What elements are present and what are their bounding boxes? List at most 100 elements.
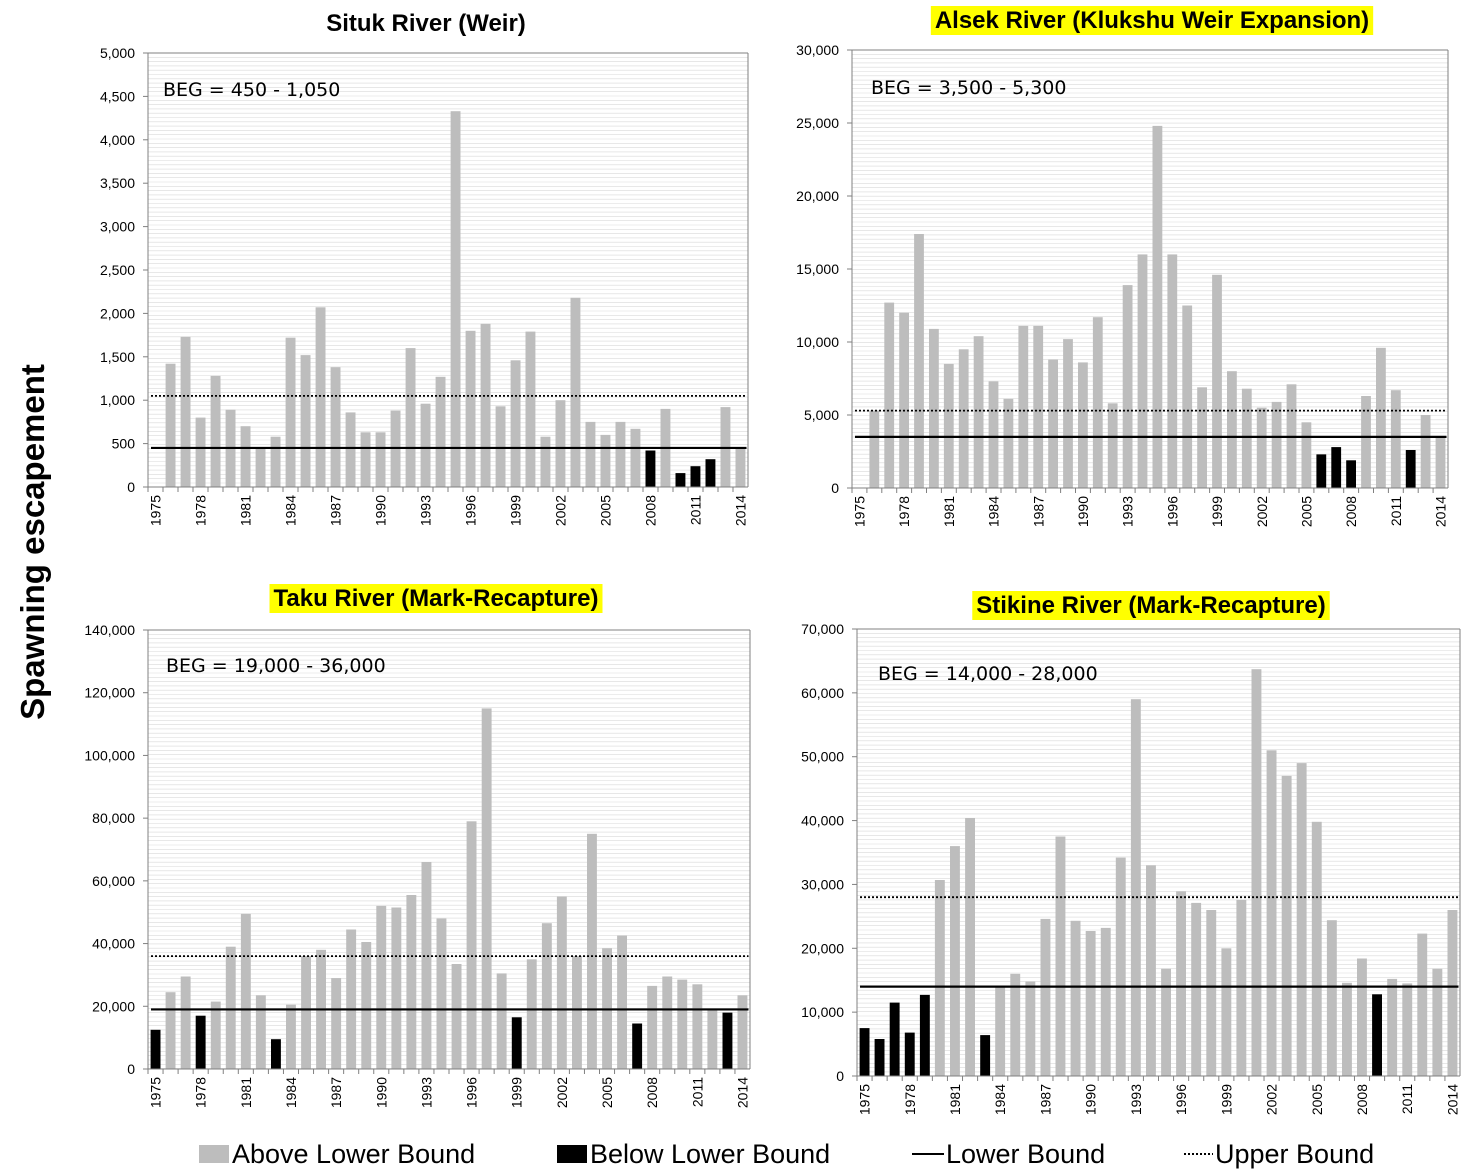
x-tick-label: 1993 — [418, 1077, 434, 1108]
bar-below-lower-bound — [645, 450, 656, 487]
bar-above-lower-bound — [1271, 401, 1282, 488]
x-tick-label: 1990 — [1075, 496, 1091, 527]
y-tick-label: 0 — [127, 1061, 135, 1077]
bar-above-lower-bound — [361, 942, 372, 1069]
bar-above-lower-bound — [1182, 305, 1193, 488]
chart-title-group: Situk River (Weir) — [326, 10, 526, 37]
y-tick-label: 3,000 — [100, 219, 135, 235]
x-tick-label: 2011 — [1399, 1084, 1415, 1114]
y-axis-label: Spawning escapement — [14, 364, 51, 720]
x-tick-label: 2014 — [1445, 1084, 1461, 1115]
bar-above-lower-bound — [1191, 902, 1202, 1076]
bar-above-lower-bound — [1311, 821, 1322, 1076]
bar-above-lower-bound — [1063, 339, 1073, 488]
bar-above-lower-bound — [1107, 403, 1118, 488]
legend-swatch-above — [199, 1145, 229, 1163]
y-tick-label: 70,000 — [801, 621, 844, 637]
bar-above-lower-bound — [1241, 388, 1252, 488]
chart-title: Taku River (Mark-Recapture) — [274, 585, 599, 612]
bar-above-lower-bound — [555, 400, 566, 487]
x-tick-label: 2002 — [554, 1077, 570, 1108]
bar-above-lower-bound — [450, 111, 461, 487]
y-tick-label: 5,000 — [804, 407, 839, 423]
bar-below-lower-bound — [511, 1017, 522, 1069]
x-tick-label: 2014 — [735, 1077, 751, 1108]
x-tick-label: 1990 — [373, 1077, 389, 1108]
y-tick-label: 80,000 — [92, 810, 135, 826]
bar-above-lower-bound — [495, 406, 506, 487]
bar-above-lower-bound — [707, 1009, 718, 1069]
bar-above-lower-bound — [1146, 865, 1156, 1076]
y-tick-label: 4,000 — [100, 132, 135, 148]
bar-above-lower-bound — [1078, 362, 1088, 488]
y-tick-label: 20,000 — [796, 188, 839, 204]
y-tick-label: 3,500 — [100, 175, 135, 191]
y-tick-label: 20,000 — [801, 940, 844, 956]
legend-swatch-below — [557, 1145, 587, 1163]
beg-annotation: BEG = 14,000 - 28,000 — [878, 663, 1098, 685]
chart-taku: 0 20,000 40,000 60,000 80,000 100,000 120,000 1… — [84, 584, 751, 1108]
bar-above-lower-bound — [391, 907, 402, 1069]
bar-above-lower-bound — [406, 895, 417, 1069]
chart-stikine: 0 10,000 20,000 30,000 40,000 50,000 60,000 70,… — [801, 591, 1461, 1115]
x-tick-label: 1996 — [1164, 496, 1180, 527]
bar-above-lower-bound — [1376, 347, 1386, 488]
bar-above-lower-bound — [376, 905, 387, 1069]
bar-above-lower-bound — [965, 818, 975, 1076]
bar-above-lower-bound — [1100, 927, 1111, 1076]
y-tick-label: 25,000 — [796, 115, 839, 131]
x-tick-label: 1990 — [373, 495, 389, 526]
y-tick-label: 30,000 — [796, 42, 839, 58]
x-tick-label: 1984 — [992, 1084, 1008, 1115]
chart-title-group: Stikine River (Mark-Recapture) — [972, 591, 1330, 620]
plot-area-grid — [148, 52, 748, 484]
x-tick-label: 1993 — [418, 495, 434, 526]
y-tick-label: 40,000 — [92, 936, 135, 952]
bar-above-lower-bound — [240, 426, 251, 487]
title-highlight — [269, 584, 603, 613]
y-tick-label: 40,000 — [801, 813, 844, 829]
bar-above-lower-bound — [1227, 371, 1237, 488]
x-tick-label: 1999 — [1218, 1084, 1234, 1115]
bar-below-lower-bound — [1316, 454, 1327, 488]
x-tick-label: 1975 — [857, 1084, 873, 1115]
bar-above-lower-bound — [1176, 891, 1186, 1076]
x-tick-label: 1996 — [464, 1077, 480, 1108]
bar-above-lower-bound — [1167, 254, 1178, 488]
x-tick-label: 1981 — [947, 1084, 963, 1115]
plot-area-grid — [857, 628, 1460, 1073]
x-tick-label: 1978 — [896, 496, 912, 527]
bar-above-lower-bound — [1010, 973, 1021, 1076]
bar-above-lower-bound — [315, 307, 326, 487]
bar-above-lower-bound — [556, 896, 567, 1069]
y-tick-label: 0 — [831, 480, 839, 496]
bar-above-lower-bound — [1342, 982, 1352, 1076]
y-tick-label: 30,000 — [801, 876, 844, 892]
bar-above-lower-bound — [662, 976, 673, 1069]
bar-above-lower-bound — [1152, 125, 1163, 489]
bar-above-lower-bound — [1361, 396, 1371, 488]
plot-area-grid — [852, 49, 1448, 485]
x-tick-label: 1987 — [328, 1077, 344, 1108]
bar-above-lower-bound — [1251, 669, 1262, 1076]
bar-above-lower-bound — [180, 976, 191, 1069]
x-tick-label: 1975 — [148, 495, 164, 526]
bar-below-lower-bound — [859, 1028, 870, 1076]
x-tick-label: 1984 — [283, 495, 299, 526]
y-tick-label: 0 — [127, 479, 135, 495]
bar-above-lower-bound — [572, 956, 582, 1069]
bar-above-lower-bound — [1256, 407, 1267, 488]
x-tick-label: 1984 — [986, 496, 1002, 527]
bar-above-lower-bound — [1040, 918, 1051, 1076]
x-tick-label: 1999 — [508, 495, 524, 526]
bar-above-lower-bound — [1387, 978, 1398, 1076]
bar-above-lower-bound — [1130, 699, 1141, 1076]
x-tick-label: 2005 — [1309, 1084, 1325, 1115]
bar-below-lower-bound — [675, 473, 686, 487]
bar-above-lower-bound — [1432, 968, 1443, 1076]
bar-below-lower-bound — [919, 994, 930, 1076]
bar-above-lower-bound — [165, 992, 176, 1069]
bar-below-lower-bound — [271, 1039, 281, 1069]
bar-above-lower-bound — [1092, 317, 1103, 488]
